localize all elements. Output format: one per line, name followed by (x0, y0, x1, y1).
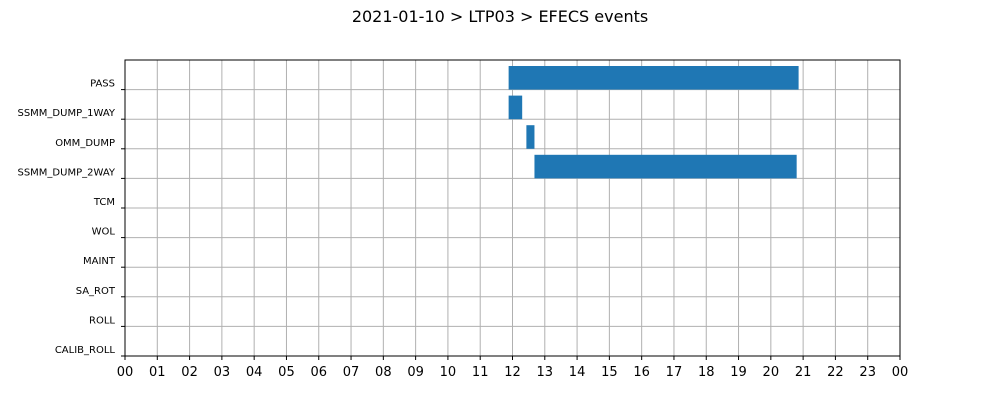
x-tick-label: 02 (181, 365, 198, 380)
x-tick-label: 16 (633, 365, 650, 380)
x-tick-label: 22 (827, 365, 844, 380)
x-tick-label: 15 (601, 365, 618, 380)
x-tick-label: 00 (892, 365, 909, 380)
event-bar-pass (508, 66, 799, 90)
x-tick-label: 19 (730, 365, 747, 380)
x-axis: 00 01 02 03 04 05 06 07 08 09 10 11 12 13 14 15 16 17 18 19… (117, 356, 909, 380)
y-tick-label: SA_ROT (76, 286, 116, 297)
y-tick-label: CALIB_ROLL (55, 345, 116, 356)
event-bar-ssmm-dump-1way (508, 95, 523, 120)
y-tick-label: SSMM_DUMP_2WAY (17, 167, 115, 178)
y-tick-label: OMM_DUMP (55, 138, 115, 149)
x-tick-label: 07 (343, 365, 360, 380)
y-tick-label: WOL (92, 227, 116, 238)
x-tick-label: 21 (795, 365, 812, 380)
y-tick-label: PASS (90, 79, 115, 90)
x-tick-label: 12 (504, 365, 521, 380)
x-tick-label: 09 (407, 365, 424, 380)
x-tick-label: 03 (214, 365, 231, 380)
y-tick-label: MAINT (83, 256, 116, 267)
plot-frame (124, 59, 901, 357)
event-bar-ssmm-dump-2way (534, 154, 797, 179)
x-tick-label: 00 (117, 365, 134, 380)
x-tick-label: 18 (698, 365, 715, 380)
x-tick-label: 14 (569, 365, 586, 380)
x-tick-label: 04 (246, 365, 263, 380)
y-tick-label: ROLL (89, 315, 115, 326)
x-tick-label: 08 (375, 365, 392, 380)
event-bar-omm-dump (526, 125, 535, 149)
x-tick-label: 23 (859, 365, 876, 380)
x-tick-label: 05 (278, 365, 295, 380)
bars-layer (508, 66, 799, 179)
x-tick-label: 01 (149, 365, 166, 380)
x-tick-label: 11 (472, 365, 489, 380)
x-tick-label: 10 (440, 365, 457, 380)
y-tick-label: TCM (93, 197, 115, 208)
chart-title: 2021-01-10 > LTP03 > EFECS events (352, 7, 648, 26)
x-tick-label: 17 (666, 365, 683, 380)
x-tick-label: 06 (310, 365, 327, 380)
y-tick-label: SSMM_DUMP_1WAY (17, 108, 115, 119)
y-axis: PASS SSMM_DUMP_1WAY OMM_DUMP SSMM_DUMP_2WAY… (17, 79, 125, 357)
x-tick-label: 20 (763, 365, 780, 380)
x-tick-label: 13 (537, 365, 554, 380)
